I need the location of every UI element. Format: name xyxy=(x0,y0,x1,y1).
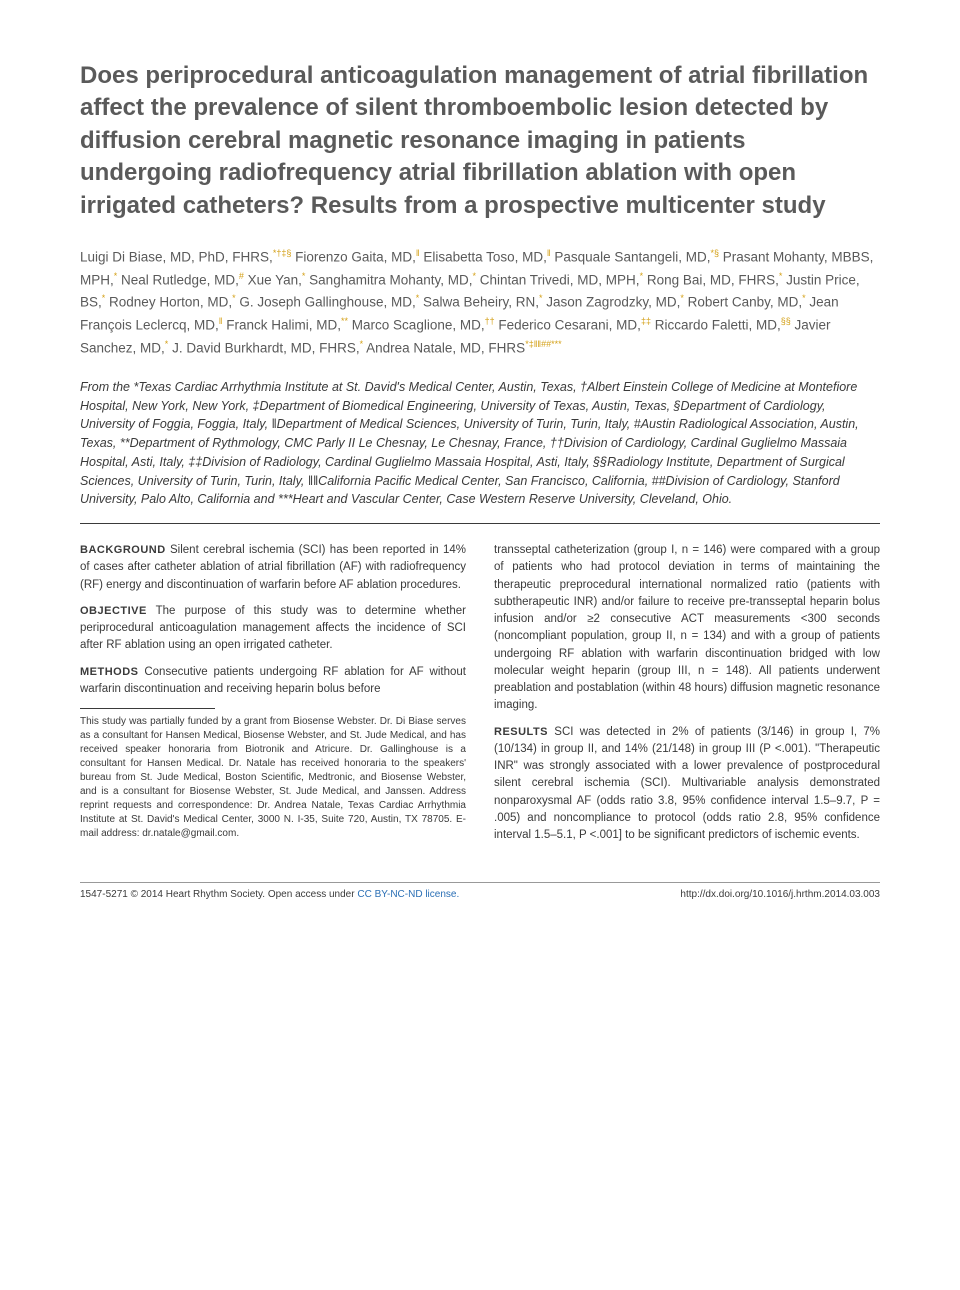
abstract-background: BACKGROUND Silent cerebral ischemia (SCI… xyxy=(80,542,466,594)
funding-footnote: This study was partially funded by a gra… xyxy=(80,715,466,841)
author-list: Luigi Di Biase, MD, PhD, FHRS,*†‡§ Fiore… xyxy=(80,246,880,360)
footnote-divider xyxy=(80,708,215,709)
copyright-text: 1547-5271 © 2014 Heart Rhythm Society. O… xyxy=(80,889,459,900)
abstract-methods-cont: transseptal catheterization (group I, n … xyxy=(494,542,880,715)
abstract-results: RESULTS SCI was detected in 2% of patien… xyxy=(494,724,880,845)
methods-cont-text: transseptal catheterization (group I, n … xyxy=(494,544,880,711)
objective-label: OBJECTIVE xyxy=(80,605,147,617)
abstract-objective: OBJECTIVE The purpose of this study was … xyxy=(80,603,466,655)
page-footer: 1547-5271 © 2014 Heart Rhythm Society. O… xyxy=(80,882,880,900)
article-title: Does periprocedural anticoagulation mana… xyxy=(80,60,880,222)
affiliations: From the *Texas Cardiac Arrhythmia Insti… xyxy=(80,378,880,509)
background-label: BACKGROUND xyxy=(80,544,166,556)
abstract-methods: METHODS Consecutive patients undergoing … xyxy=(80,664,466,699)
license-link[interactable]: CC BY-NC-ND license. xyxy=(357,889,459,900)
abstract-columns: BACKGROUND Silent cerebral ischemia (SCI… xyxy=(80,542,880,852)
results-text: SCI was detected in 2% of patients (3/14… xyxy=(494,726,880,842)
results-label: RESULTS xyxy=(494,726,548,738)
methods-label: METHODS xyxy=(80,666,139,678)
doi-link[interactable]: http://dx.doi.org/10.1016/j.hrthm.2014.0… xyxy=(680,889,880,900)
divider xyxy=(80,523,880,524)
